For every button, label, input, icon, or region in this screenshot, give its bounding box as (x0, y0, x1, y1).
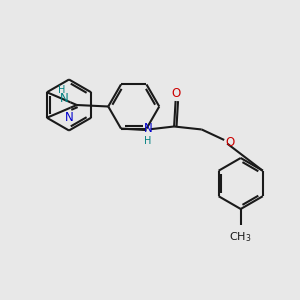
Text: H: H (144, 136, 152, 146)
Text: O: O (171, 87, 180, 100)
Text: N: N (59, 92, 68, 105)
Text: N: N (64, 111, 73, 124)
Text: CH$_3$: CH$_3$ (230, 231, 252, 244)
Text: N: N (144, 122, 152, 135)
Text: H: H (58, 85, 65, 95)
Text: O: O (226, 136, 235, 149)
